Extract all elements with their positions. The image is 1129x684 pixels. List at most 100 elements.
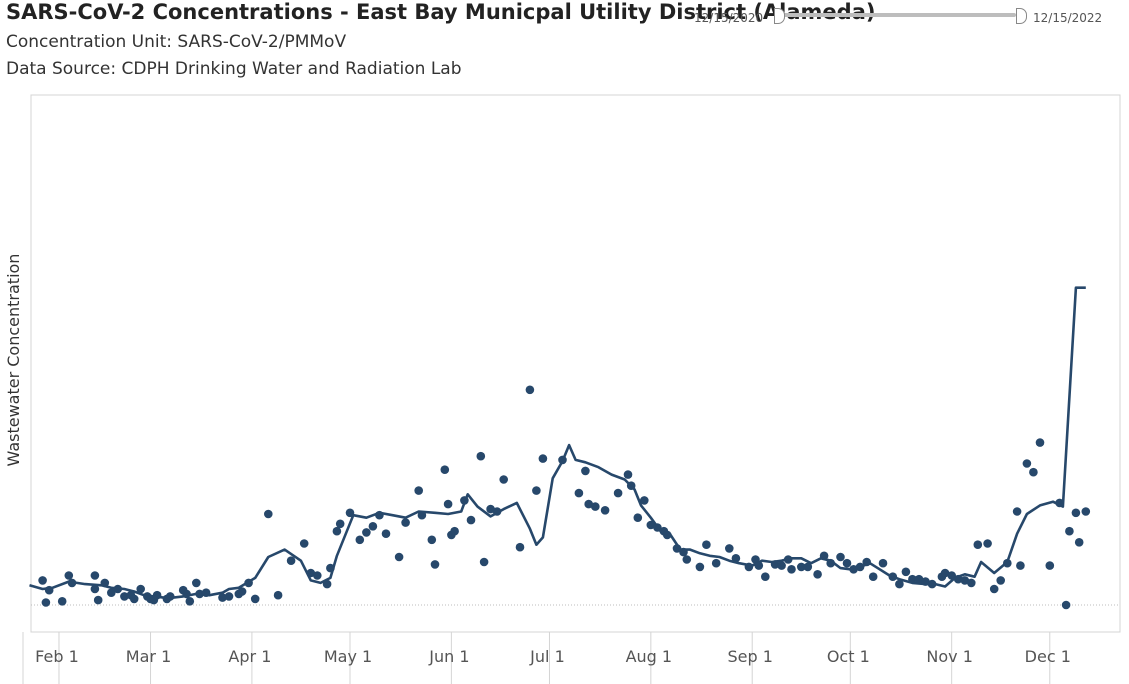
- data-point: [306, 568, 316, 578]
- data-point: [107, 588, 116, 597]
- slider-start-handle[interactable]: [774, 8, 785, 24]
- data-point: [120, 592, 129, 601]
- data-point: [1071, 508, 1081, 518]
- data-point: [927, 579, 937, 589]
- data-point: [152, 590, 162, 600]
- data-point: [430, 560, 440, 569]
- data-point: [947, 571, 956, 580]
- data-point: [653, 523, 662, 532]
- data-point: [41, 598, 51, 607]
- data-point: [868, 572, 878, 581]
- data-point: [476, 451, 486, 461]
- data-point: [486, 504, 495, 514]
- data-point: [878, 558, 888, 568]
- series-trend-line: [29, 286, 1086, 599]
- data-point: [967, 578, 976, 588]
- data-point: [849, 565, 858, 574]
- x-tick-label: May 1: [324, 647, 372, 666]
- data-marks: [29, 286, 1091, 610]
- data-point: [443, 499, 453, 509]
- data-point: [711, 558, 721, 568]
- data-point: [574, 488, 584, 498]
- data-point: [623, 470, 633, 479]
- data-point: [600, 506, 610, 515]
- data-point: [368, 522, 378, 531]
- data-point: [479, 557, 489, 567]
- data-point: [113, 584, 123, 594]
- data-point: [440, 465, 450, 475]
- data-point: [499, 475, 509, 484]
- data-point: [185, 597, 195, 606]
- data-point: [532, 486, 541, 495]
- data-point: [93, 595, 103, 605]
- data-point: [855, 562, 865, 572]
- data-point: [427, 535, 437, 545]
- data-point: [672, 544, 682, 553]
- data-point: [1012, 507, 1022, 516]
- data-point: [286, 556, 296, 565]
- x-tick-label: Dec 1: [1025, 647, 1071, 666]
- data-point: [1065, 526, 1074, 536]
- slider-end-handle[interactable]: [1016, 8, 1027, 24]
- data-point: [515, 542, 525, 552]
- x-tick-label: Jul 1: [529, 647, 565, 666]
- plot-border: [30, 94, 1121, 633]
- data-point: [813, 570, 822, 579]
- data-point: [417, 510, 427, 520]
- data-point: [921, 577, 930, 586]
- data-point: [895, 579, 904, 589]
- data-point: [613, 488, 623, 498]
- data-point: [1074, 538, 1084, 547]
- data-point: [375, 510, 384, 520]
- data-point: [64, 571, 74, 580]
- data-point: [1081, 507, 1091, 516]
- data-point: [702, 540, 711, 549]
- data-point: [182, 589, 191, 599]
- data-point: [313, 571, 322, 580]
- data-point: [901, 567, 911, 577]
- data-point: [558, 455, 567, 465]
- data-point: [836, 552, 845, 562]
- data-point: [640, 496, 649, 505]
- data-point: [953, 574, 963, 584]
- date-range-slider[interactable]: 12/15/2020 12/15/2022: [690, 2, 1120, 30]
- data-point: [244, 578, 253, 588]
- data-point: [492, 507, 502, 516]
- data-point: [646, 520, 656, 530]
- data-point: [355, 535, 365, 545]
- data-point: [381, 529, 391, 538]
- data-point: [797, 562, 806, 572]
- data-point: [803, 562, 813, 572]
- data-point: [989, 584, 999, 594]
- concentration-unit: Concentration Unit: SARS-CoV-2/PMMoV: [6, 32, 347, 52]
- data-point: [633, 513, 643, 522]
- x-tick-label: Aug 1: [626, 647, 673, 666]
- end-date-label: 12/15/2022: [1033, 11, 1103, 25]
- data-point: [908, 574, 917, 584]
- x-tick-label: Apr 1: [228, 647, 271, 666]
- data-point: [960, 576, 970, 585]
- data-point: [770, 560, 780, 569]
- data-point: [129, 594, 139, 604]
- data-point: [450, 526, 459, 536]
- data-point: [819, 551, 829, 561]
- data-point: [44, 585, 54, 595]
- x-tick-label: Jun 1: [428, 647, 469, 666]
- data-point: [362, 528, 371, 537]
- data-point: [591, 502, 600, 511]
- data-point: [662, 530, 672, 540]
- data-point: [224, 592, 234, 601]
- data-point: [195, 589, 204, 599]
- x-tick-label: Oct 1: [827, 647, 870, 666]
- data-point: [100, 578, 110, 588]
- data-point: [1003, 558, 1012, 568]
- data-point: [777, 561, 786, 570]
- data-point: [460, 496, 469, 505]
- data-point: [57, 597, 67, 606]
- x-axis-ticks: Feb 1 Mar 1 Apr 1 May 1 Jun 1 Jul 1 Aug 1 Sep 1…: [22, 632, 1071, 684]
- data-point: [888, 572, 898, 581]
- data-point: [731, 554, 741, 563]
- data-point: [914, 574, 924, 584]
- data-point: [237, 587, 247, 596]
- slider-track[interactable]: [780, 13, 1016, 17]
